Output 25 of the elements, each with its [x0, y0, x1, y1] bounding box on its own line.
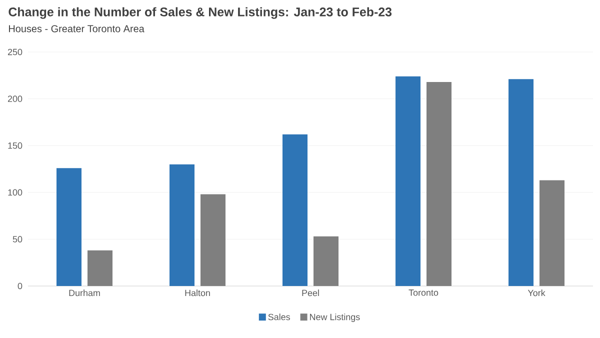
- y-tick-label: 50: [12, 236, 22, 242]
- legend-label: New Listings: [310, 314, 360, 322]
- bar: [508, 79, 534, 286]
- bar: [396, 76, 421, 286]
- bar: [88, 250, 113, 286]
- bar: [314, 236, 339, 286]
- x-tick-label: York: [528, 290, 546, 296]
- legend-label: Sales: [268, 314, 290, 320]
- y-tick-label: 200: [8, 96, 22, 102]
- y-tick-label: 150: [8, 142, 22, 149]
- x-tick-label: Toronto: [408, 290, 438, 296]
- y-tick-label: 100: [8, 189, 22, 196]
- bar: [170, 164, 195, 286]
- bar: [56, 168, 82, 286]
- bar: [282, 134, 308, 286]
- x-tick-label: Peel: [302, 290, 319, 296]
- chart-title: Change in the Number of Sales & New Listings: Jan-23 to Feb-23: [8, 7, 392, 19]
- bar: [426, 82, 452, 286]
- y-tick-label: 250: [8, 48, 22, 56]
- bar: [200, 194, 226, 286]
- y-tick-label: 0: [18, 282, 22, 290]
- bar: [540, 180, 565, 286]
- x-tick-label: Halton: [185, 290, 210, 296]
- chart-subtitle: Houses - Greater Toronto Area: [9, 25, 144, 32]
- x-tick-label: Durham: [69, 290, 100, 296]
